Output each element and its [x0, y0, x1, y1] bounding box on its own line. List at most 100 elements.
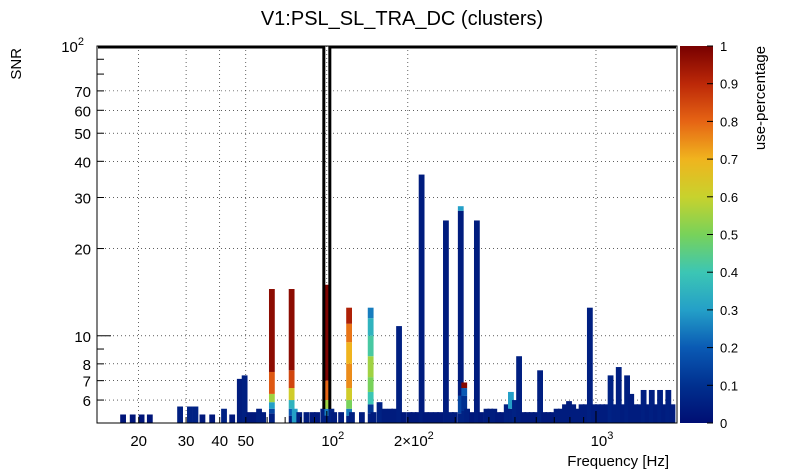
data-cell [288, 370, 295, 389]
data-column [177, 406, 183, 423]
data-cell [615, 367, 622, 423]
data-column [291, 408, 298, 423]
x-tick-label: 103 [591, 430, 614, 450]
data-column [418, 174, 425, 423]
data-column [447, 412, 454, 423]
colorbar-tick-label: 0.8 [720, 114, 738, 129]
data-column [331, 412, 338, 423]
data-column [541, 412, 548, 423]
data-cell [491, 408, 498, 423]
data-cell [574, 408, 581, 423]
data-cell [644, 404, 651, 423]
data-column [349, 412, 355, 423]
data-column [338, 412, 345, 423]
data-column [410, 412, 417, 423]
data-column [640, 389, 647, 423]
data-cell [268, 289, 275, 372]
data-cell [367, 391, 374, 405]
data-column [586, 307, 593, 423]
data-cell [346, 307, 352, 324]
colorbar-tick-label: 0.7 [720, 152, 738, 167]
data-column [499, 412, 506, 423]
data-cell [483, 408, 490, 423]
y-tick-label: 60 [74, 103, 91, 120]
data-column [595, 404, 601, 423]
data-column [381, 408, 388, 423]
data-column [636, 404, 643, 423]
data-cell [177, 406, 183, 423]
data-cell [628, 393, 635, 423]
data-cell [541, 412, 548, 423]
data-cell [443, 220, 449, 423]
data-cell [469, 412, 475, 423]
data-cell [553, 408, 560, 423]
data-column [457, 206, 464, 423]
data-cell [346, 388, 352, 401]
data-column [469, 412, 475, 423]
data-cell [648, 389, 655, 423]
data-cell [367, 335, 374, 357]
data-column [644, 404, 651, 423]
data-cell [370, 412, 377, 423]
data-cell [669, 404, 676, 423]
data-column [129, 414, 136, 423]
data-cell [532, 412, 539, 423]
data-cell [146, 414, 153, 423]
data-column [520, 412, 527, 423]
data-column [607, 375, 614, 423]
data-column [251, 412, 258, 423]
data-column [503, 404, 510, 423]
data-cell [503, 404, 510, 423]
data-column [648, 389, 655, 423]
y-tick-label: 50 [74, 126, 91, 143]
data-cell [516, 356, 522, 423]
data-cell [192, 406, 199, 423]
data-column [578, 404, 585, 423]
data-column [532, 412, 539, 423]
data-column [221, 408, 227, 423]
data-cell [324, 415, 331, 423]
data-cell [268, 413, 275, 423]
data-column [582, 404, 589, 423]
data-cell [487, 408, 494, 423]
data-cell [346, 363, 352, 389]
data-cell [578, 404, 585, 423]
data-cell [129, 414, 136, 423]
y-tick-label: 8 [83, 357, 91, 374]
data-cell [461, 395, 468, 412]
data-cell [665, 389, 672, 423]
data-cell [611, 404, 618, 423]
data-cell [537, 370, 543, 423]
data-cell [291, 408, 298, 423]
data-column [229, 414, 236, 423]
data-cell [524, 412, 531, 423]
data-cell [499, 412, 506, 423]
data-column [516, 356, 522, 423]
data-column [314, 412, 320, 423]
plot-frame [96, 45, 678, 424]
data-column [199, 414, 206, 423]
data-column [260, 412, 267, 423]
data-cell [557, 408, 564, 423]
data-cell [251, 412, 258, 423]
data-cell [457, 210, 464, 396]
data-column [611, 404, 618, 423]
data-column [209, 414, 216, 423]
data-column [566, 401, 572, 423]
data-column [657, 389, 663, 423]
data-column [653, 404, 659, 423]
data-cell [582, 404, 589, 423]
data-cell [138, 414, 145, 423]
data-column [528, 412, 535, 423]
data-cell [229, 414, 236, 423]
data-column [192, 406, 199, 423]
data-column [512, 400, 518, 423]
x-tick-label: 2×102 [394, 430, 434, 450]
y-tick-label: 70 [74, 84, 91, 101]
data-column [464, 408, 470, 423]
data-cell [461, 382, 468, 389]
data-cell [595, 404, 601, 423]
data-cell [520, 412, 527, 423]
frequency-highlight-bracket [98, 45, 676, 409]
data-column [367, 307, 374, 423]
